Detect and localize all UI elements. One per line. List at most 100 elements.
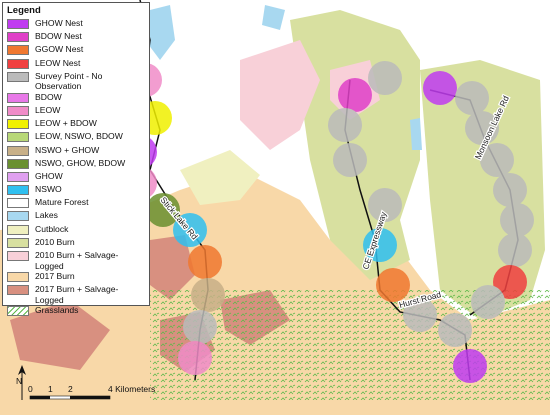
legend-item: 2017 Burn xyxy=(7,271,145,284)
legend-swatch xyxy=(7,237,29,248)
legend-swatch xyxy=(7,185,29,196)
scale-label: 1 xyxy=(48,384,53,394)
legend-label: 2017 Burn xyxy=(35,271,75,281)
survey-point xyxy=(498,233,532,267)
survey-point xyxy=(188,245,222,279)
survey-point xyxy=(465,111,499,145)
survey-point xyxy=(493,265,527,299)
legend-swatch xyxy=(7,92,29,103)
legend-item: LEOW Nest xyxy=(7,58,145,71)
survey-point xyxy=(328,108,362,142)
legend-label: GHOW Nest xyxy=(35,18,83,28)
legend-item: Lakes xyxy=(7,210,145,223)
legend-item: NSWO xyxy=(7,184,145,197)
scale-bar: N 0 1 2 4 Kilometers xyxy=(16,365,155,400)
legend-swatch xyxy=(7,71,29,82)
legend-swatch xyxy=(7,198,29,209)
legend-item: 2010 Burn xyxy=(7,237,145,250)
legend-item: Grasslands xyxy=(7,305,145,318)
survey-point xyxy=(455,81,489,115)
salvage-2017 xyxy=(150,235,195,300)
legend-label: 2017 Burn + Salvage-Logged xyxy=(35,284,119,305)
legend-label: GGOW Nest xyxy=(35,44,84,55)
legend-swatch xyxy=(7,105,29,116)
scale-label: 0 xyxy=(28,384,33,394)
survey-point xyxy=(338,78,372,112)
legend-item: Cutblock xyxy=(7,224,145,237)
scale-bar-segment xyxy=(30,396,50,399)
legend-label: Cutblock xyxy=(35,223,69,234)
survey-point xyxy=(438,313,472,347)
legend-title: Legend xyxy=(7,5,41,16)
legend-item: LEOW, NSWO, BDOW xyxy=(7,131,145,144)
legend-item: 2017 Burn + Salvage-Logged xyxy=(7,284,145,305)
survey-point xyxy=(146,193,180,227)
survey-point xyxy=(363,228,397,262)
legend: Legend GHOW Nest BDOW Nest GGOW Nest LEOW N… xyxy=(2,2,150,317)
legend-swatch xyxy=(7,285,29,296)
survey-point xyxy=(493,173,527,207)
legend-label: 2010 Burn xyxy=(35,236,75,247)
survey-point xyxy=(376,268,410,302)
legend-item: BDOW Nest xyxy=(7,31,145,44)
legend-swatch xyxy=(7,224,29,235)
legend-item: LEOW + BDOW xyxy=(7,118,145,131)
legend-label: LEOW + BDOW xyxy=(35,118,97,129)
legend-label: NSWO + GHOW xyxy=(35,144,100,155)
north-arrow xyxy=(18,365,26,375)
survey-point xyxy=(453,349,487,383)
scale-bar-segment xyxy=(70,396,110,399)
legend-label: BDOW Nest xyxy=(35,31,82,42)
legend-item: GHOW Nest xyxy=(7,18,145,31)
survey-point xyxy=(191,278,225,312)
lake xyxy=(262,5,285,30)
legend-item: LEOW xyxy=(7,105,145,118)
survey-point xyxy=(423,71,457,105)
scale-label: 2 xyxy=(68,384,73,394)
legend-swatch xyxy=(7,306,29,317)
survey-points xyxy=(123,61,534,383)
legend-item: Survey Point - No Observation xyxy=(7,71,145,92)
legend-swatch xyxy=(7,145,29,156)
legend-swatch xyxy=(7,171,29,182)
legend-label: 2010 Burn + Salvage-Logged xyxy=(35,250,119,271)
legend-item: GHOW xyxy=(7,171,145,184)
legend-swatch xyxy=(7,211,29,222)
legend-item: 2010 Burn + Salvage-Logged xyxy=(7,250,145,271)
survey-point xyxy=(333,143,367,177)
salvage-2017 xyxy=(10,300,110,370)
legend-label: Lakes xyxy=(35,210,58,221)
legend-label: GHOW xyxy=(35,170,63,181)
survey-point xyxy=(173,213,207,247)
legend-label: NSWO xyxy=(35,184,62,195)
legend-label: LEOW xyxy=(35,104,61,115)
survey-point xyxy=(183,310,217,344)
legend-swatch xyxy=(7,19,29,29)
legend-item: BDOW xyxy=(7,92,145,105)
legend-swatch xyxy=(7,32,29,43)
survey-point xyxy=(471,285,505,319)
legend-label: LEOW, NSWO, BDOW xyxy=(35,131,123,142)
legend-swatch xyxy=(7,58,29,69)
legend-label: Mature Forest xyxy=(35,197,89,208)
legend-item: GGOW Nest xyxy=(7,44,145,57)
legend-swatch xyxy=(7,45,29,56)
survey-point xyxy=(403,298,437,332)
legend-label: BDOW xyxy=(35,91,62,102)
legend-swatch xyxy=(7,251,29,261)
legend-label: NSWO, GHOW, BDOW xyxy=(35,157,126,168)
legend-label: LEOW Nest xyxy=(35,57,81,68)
survey-point xyxy=(178,341,212,375)
legend-label: Grasslands xyxy=(35,305,79,316)
legend-swatch xyxy=(7,158,29,169)
legend-swatch xyxy=(7,119,29,130)
legend-swatch xyxy=(7,132,29,143)
scale-label: 4 Kilometers xyxy=(108,384,155,394)
cutblock xyxy=(180,150,260,205)
legend-item: Mature Forest xyxy=(7,197,145,210)
legend-swatch xyxy=(7,272,29,282)
survey-point xyxy=(368,188,402,222)
lake xyxy=(145,5,175,60)
